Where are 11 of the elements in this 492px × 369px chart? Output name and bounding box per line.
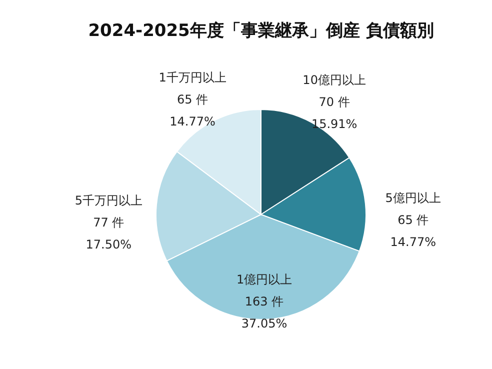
slice-label: 5億円以上 [385,191,441,206]
data-label: 65 件 14.77% [170,92,216,129]
chart-title: 2024-2025年度「事業継承」倒産 負債額別 [88,21,434,41]
data-label: 77 件 17.50% [86,215,132,252]
slice-label: 10億円以上 [302,73,366,88]
data-label: 163 件 37.05% [241,294,288,331]
data-label: 70 件 15.91% [311,95,358,132]
data-label: 65 件 14.77% [390,213,436,250]
slice-label: 1千万円以上 [158,70,226,85]
slice-label: 1億円以上 [236,272,292,287]
slice-label: 5千万円以上 [74,193,142,208]
